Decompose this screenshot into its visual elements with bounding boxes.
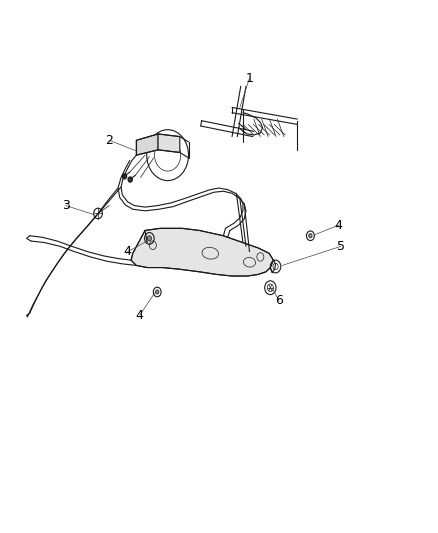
Circle shape xyxy=(155,290,159,294)
Text: 2: 2 xyxy=(106,134,113,147)
Circle shape xyxy=(122,174,127,179)
Text: 6: 6 xyxy=(275,294,283,308)
Text: 4: 4 xyxy=(124,245,131,258)
Polygon shape xyxy=(158,134,180,152)
Polygon shape xyxy=(131,228,273,276)
Text: 4: 4 xyxy=(335,219,343,232)
Circle shape xyxy=(128,177,132,182)
Text: 1: 1 xyxy=(246,72,254,85)
Circle shape xyxy=(147,236,152,241)
Circle shape xyxy=(309,233,312,238)
Text: 3: 3 xyxy=(62,199,70,212)
Polygon shape xyxy=(136,134,158,155)
Text: 5: 5 xyxy=(337,240,345,253)
Text: 4: 4 xyxy=(136,309,144,322)
